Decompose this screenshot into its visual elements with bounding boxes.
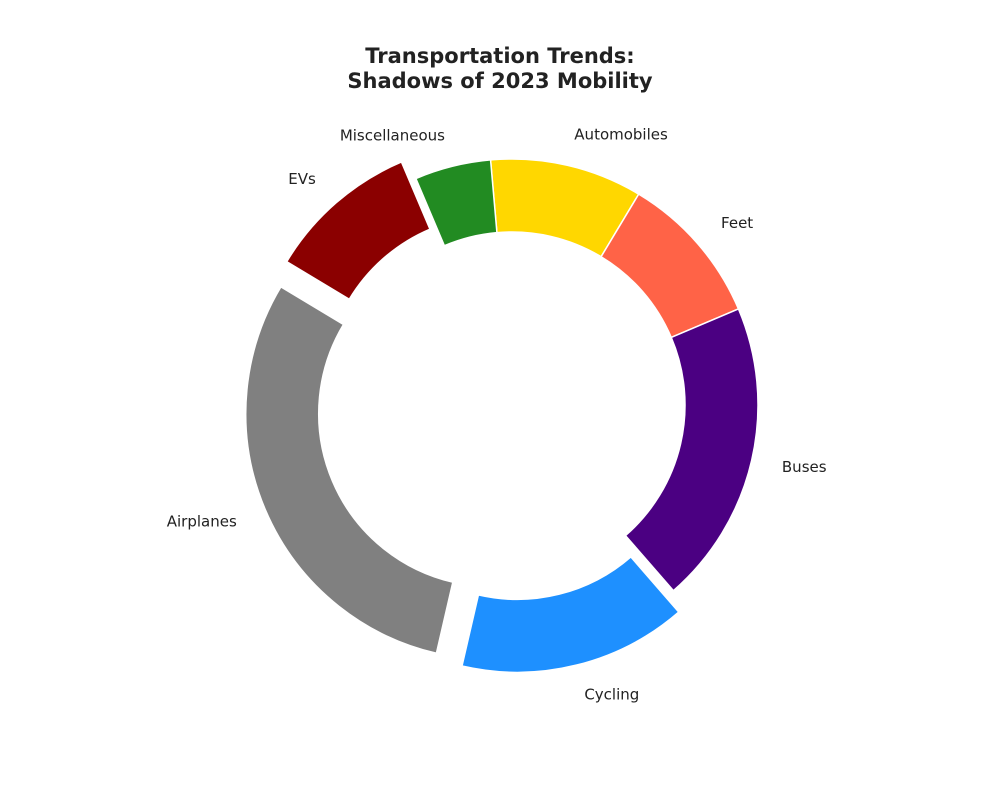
label-automobiles: Automobiles xyxy=(574,126,668,144)
chart-title: Transportation Trends: Shadows of 2023 M… xyxy=(0,44,1000,94)
donut-wedges xyxy=(245,158,759,674)
wedge-miscellaneous xyxy=(414,159,498,247)
label-evs: EVs xyxy=(288,170,316,188)
wedge-airplanes xyxy=(245,285,454,655)
wedge-buses xyxy=(624,307,759,592)
label-airplanes: Airplanes xyxy=(167,512,237,530)
label-feet: Feet xyxy=(721,214,753,232)
label-buses: Buses xyxy=(782,458,827,476)
chart-title-line-2: Shadows of 2023 Mobility xyxy=(347,69,653,93)
wedge-evs xyxy=(285,160,431,301)
label-miscellaneous: Miscellaneous xyxy=(340,127,445,145)
chart-title-line-1: Transportation Trends: xyxy=(365,44,635,68)
donut-labels: Automobiles Feet Buses Cycling Airplanes EVs M… xyxy=(167,126,827,704)
wedge-cycling xyxy=(461,555,680,674)
label-cycling: Cycling xyxy=(584,686,639,704)
